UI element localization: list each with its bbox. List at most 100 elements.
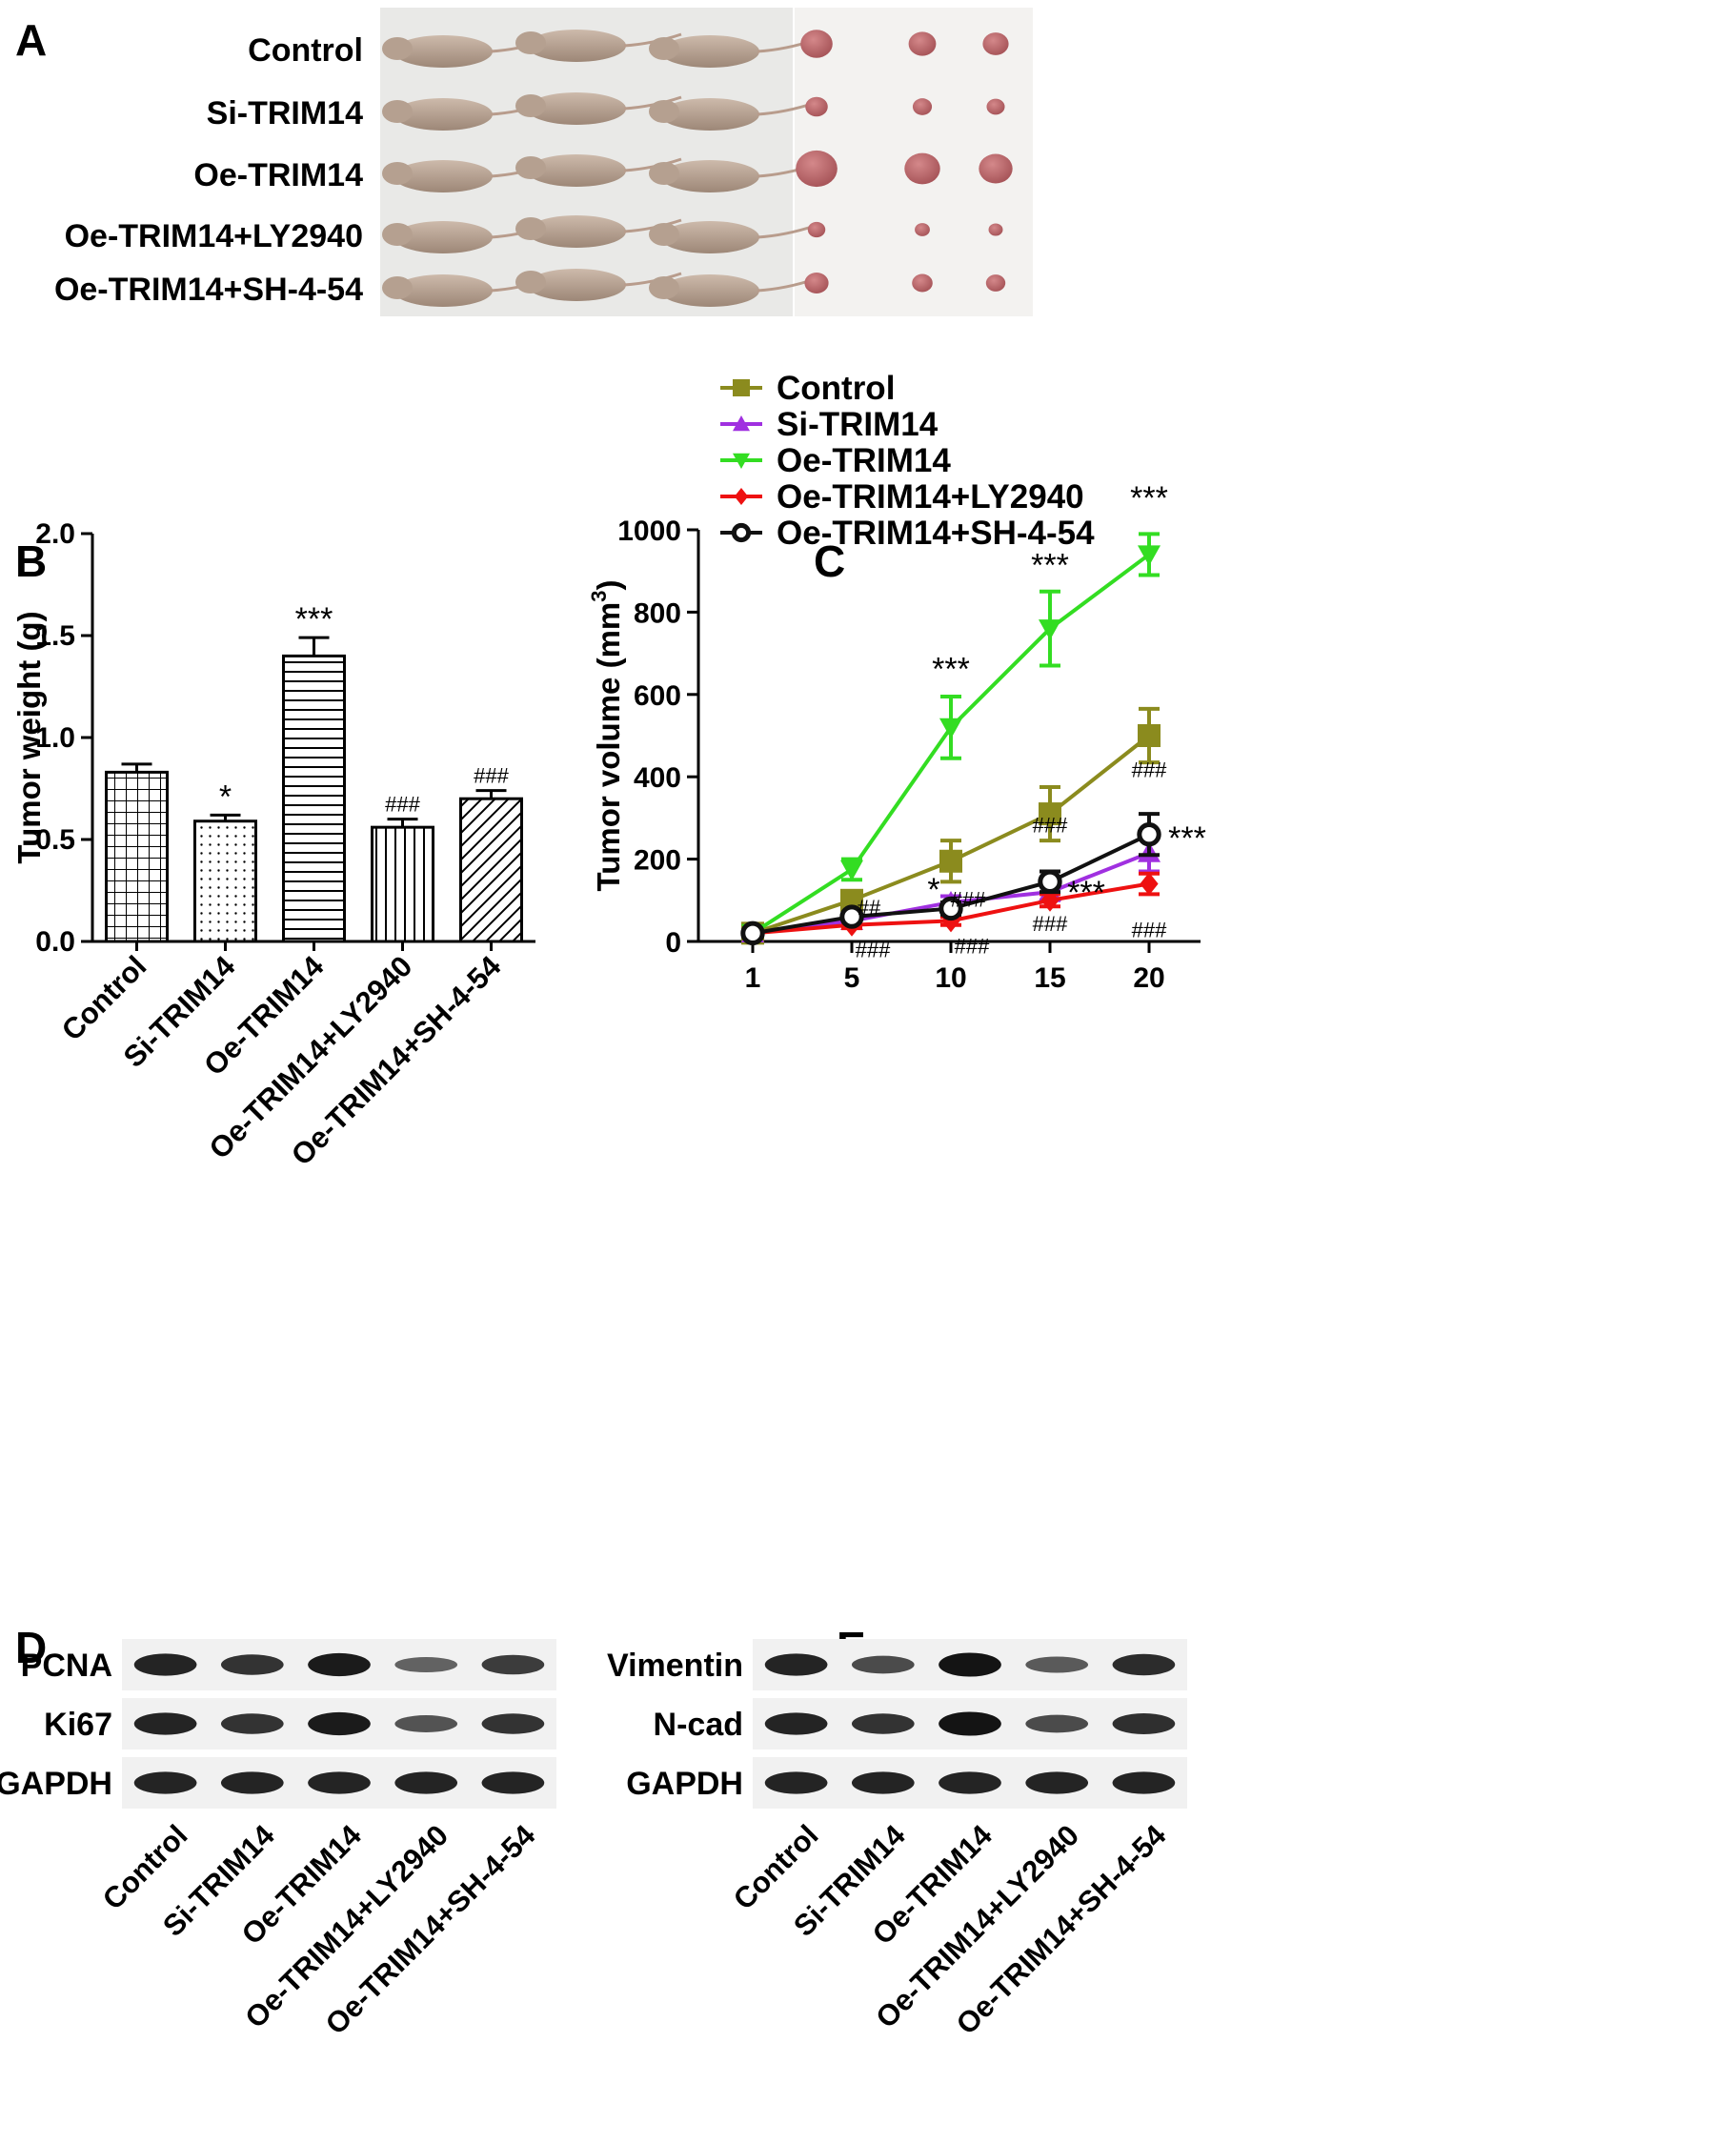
tumor (915, 223, 930, 236)
blot-band (133, 1653, 197, 1676)
marker-diamond (734, 488, 749, 505)
significance-mark: *** (295, 601, 333, 637)
blot-band (220, 1771, 284, 1794)
group-label-2: Si-TRIM14 (207, 95, 363, 131)
blot-band (764, 1712, 828, 1735)
mouse-head (382, 223, 413, 246)
blot-band (939, 1771, 1001, 1794)
bar (282, 654, 346, 943)
y-axis-title-main: Tumor volume (mm (591, 602, 626, 892)
marker-triangle-up (733, 415, 750, 432)
mouse-head (515, 31, 546, 54)
y-axis-title-close: ) (591, 579, 626, 590)
panel-letter-b: B (15, 536, 47, 586)
blot-row-label-2: N-cad (654, 1707, 743, 1743)
tumor (804, 272, 829, 294)
y-tick-label: 800 (634, 597, 681, 629)
mouse-head (649, 37, 679, 60)
blot-band (133, 1771, 197, 1794)
marker-circle (1038, 869, 1062, 895)
legend-label-4: Oe-TRIM14+LY2940 (777, 478, 1084, 516)
blot-band (939, 1652, 1001, 1677)
blot-row-label-1: PCNA (21, 1648, 112, 1684)
mouse-body (527, 30, 626, 62)
tumor (807, 221, 826, 238)
mouse-head (649, 276, 679, 299)
bar (459, 797, 523, 943)
mouse-head (649, 100, 679, 123)
marker-circle (939, 896, 963, 921)
mouse-body (394, 160, 493, 192)
tumor (800, 30, 833, 58)
blot-band (1112, 1712, 1176, 1735)
mouse-body (527, 269, 626, 301)
mouse-head (382, 100, 413, 123)
mouse-body (660, 274, 759, 307)
blot-band (1112, 1771, 1176, 1794)
mouse-body (394, 98, 493, 131)
x-tick-label: 20 (1133, 962, 1164, 994)
blot-band (1112, 1653, 1176, 1676)
significance-mark: ## (858, 896, 881, 920)
marker-triangle-down (840, 860, 863, 881)
marker-square (1138, 724, 1161, 747)
mouse-body (527, 92, 626, 125)
mouse-head (382, 162, 413, 185)
bar (193, 819, 257, 943)
blot-band (394, 1656, 458, 1673)
mouse-head (649, 223, 679, 246)
mouse-head (515, 271, 546, 293)
marker-circle (740, 920, 765, 946)
y-tick-label: 1.5 (35, 620, 75, 652)
significance-mark: ### (856, 939, 891, 962)
marker-square (733, 379, 750, 396)
panel-letter-d: D (15, 1623, 47, 1672)
legend-label-5: Oe-TRIM14+SH-4-54 (777, 515, 1095, 552)
mouse-body (527, 215, 626, 248)
blot-band (1025, 1771, 1089, 1794)
series-3 (741, 532, 1161, 945)
tumor (908, 31, 937, 56)
marker-circle (1137, 821, 1161, 847)
mouse-body (394, 221, 493, 253)
marker-triangle-down (1039, 619, 1061, 640)
blot-band (308, 1771, 371, 1794)
panel-a-photo: Control Si-TRIM14 Oe-TRIM14 Oe-TRIM14+LY294… (54, 8, 1033, 316)
mouse-body (394, 274, 493, 307)
y-tick-label: 400 (634, 762, 681, 794)
group-label-1: Control (248, 32, 363, 69)
blot-band (1025, 1714, 1089, 1733)
panel-letter-c: C (814, 536, 845, 586)
mouse-body (660, 98, 759, 131)
x-tick-label: 5 (844, 962, 860, 994)
blot-band (939, 1711, 1001, 1736)
significance-mark: ### (951, 887, 986, 911)
group-label-5: Oe-TRIM14+SH-4-54 (54, 272, 363, 308)
marker-diamond (1040, 888, 1060, 912)
blot-band (481, 1713, 545, 1734)
blot-band (220, 1713, 284, 1734)
tumor (985, 274, 1006, 292)
significance-mark: ### (385, 793, 420, 817)
legend-label-2: Si-TRIM14 (777, 406, 939, 443)
blot-band (308, 1711, 371, 1736)
marker-square (939, 849, 962, 873)
significance-mark: ### (1132, 758, 1167, 782)
marker-triangle-down (733, 453, 750, 469)
significance-mark: ### (955, 934, 990, 958)
y-axis-title: Tumor weight (g) (11, 611, 47, 863)
significance-mark: *** (1031, 548, 1069, 584)
significance-mark: ### (1033, 813, 1068, 837)
mouse-head (515, 156, 546, 179)
tumor (979, 153, 1013, 184)
tumor (988, 223, 1003, 236)
blot-band (308, 1652, 371, 1677)
mouse-head (382, 37, 413, 60)
significance-mark: ### (1033, 912, 1068, 936)
y-tick-label: 0.5 (35, 824, 75, 856)
x-tick-label: 10 (935, 962, 966, 994)
mouse-head (515, 217, 546, 240)
y-tick-label: 0.0 (35, 926, 75, 958)
